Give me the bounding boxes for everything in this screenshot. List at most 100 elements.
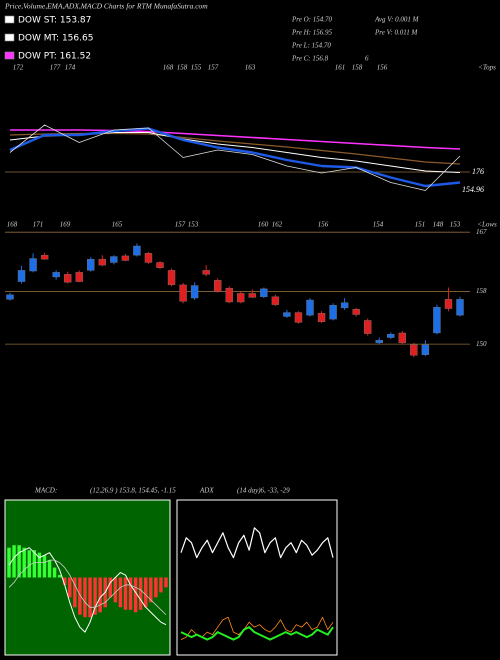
low-label: 156 (318, 221, 329, 229)
histogram-bar (133, 577, 138, 613)
histogram-bar (154, 577, 158, 598)
y-tick-label: 167 (476, 228, 487, 236)
candle-body (167, 270, 176, 286)
histogram-bar (138, 577, 143, 610)
low-label: 148 (433, 221, 444, 229)
candle-body (98, 258, 107, 266)
top-label: 161 (335, 64, 346, 72)
annotation: 154.96 (462, 185, 484, 194)
histogram-bar (118, 577, 123, 608)
low-label: 160 (258, 221, 269, 229)
candle-body (352, 309, 360, 315)
macd-subtitle: (12,26,9 ) 153.8, 154.45, -1.15 (90, 487, 176, 495)
series-line (10, 129, 461, 150)
candle-body (87, 258, 95, 271)
legend-swatch (4, 15, 15, 24)
candle-body (144, 253, 153, 263)
candle-body (6, 294, 14, 300)
candle-body (456, 299, 464, 316)
candle-body (248, 293, 257, 298)
adx-subtitle: (14 day)6, -33, -29 (237, 487, 290, 495)
series-line (9, 127, 461, 188)
info-text: Avg V: 0.001 M (374, 16, 420, 24)
candle-body (63, 274, 72, 283)
histogram-bar (93, 577, 97, 615)
histogram-bar (27, 550, 31, 578)
top-label: 163 (245, 64, 256, 72)
info-text: Pre C: 156.8 (291, 55, 329, 63)
legend-label: DOW PT: 161.52 (18, 52, 91, 62)
info-text: Pre L: 154.70 (291, 42, 331, 50)
candle-body (398, 332, 407, 344)
legend: DOW ST: 153.87 DOW MT: 156.65 DOW PT: 16… (4, 15, 93, 62)
top-label: 157 (208, 64, 219, 72)
histogram-bar (42, 555, 47, 578)
series-line (9, 124, 461, 191)
histogram-bar (47, 560, 52, 578)
candle-body (340, 302, 349, 309)
histogram-bar (88, 577, 92, 618)
candle-body (421, 344, 430, 355)
histogram-bar (37, 552, 42, 578)
top-label: 174 (65, 64, 76, 72)
macd-title: MACD: (34, 487, 57, 495)
candle-body (375, 340, 383, 344)
candle-body (271, 296, 280, 305)
low-label: 154 (373, 221, 384, 229)
info-text: Pre O: 154.70 (291, 16, 332, 24)
candle-body (202, 270, 210, 275)
candle-body (329, 305, 337, 320)
candle-body (133, 245, 141, 256)
histogram-bar (164, 577, 168, 588)
top-label: 168 (163, 64, 174, 72)
low-label: 157 (175, 221, 186, 229)
legend-label: DOW MT: 156.65 (18, 34, 93, 44)
histogram-bar (57, 575, 62, 578)
candle-body (433, 307, 441, 334)
candle-body (75, 272, 83, 282)
legend-label: DOW ST: 153.87 (18, 16, 91, 26)
candle-body (387, 334, 395, 338)
histogram-bar (123, 577, 128, 610)
top-label: 158 (352, 64, 363, 72)
candle-body (283, 312, 291, 317)
histogram-bar (128, 577, 133, 610)
histogram-bar (7, 547, 11, 578)
low-label: 169 (60, 221, 71, 229)
histogram-bar (159, 577, 163, 593)
candle-body (213, 280, 222, 292)
low-label: 151 (415, 221, 426, 229)
low-label: <Lows (477, 221, 497, 229)
candle-body (17, 270, 26, 282)
info: Pre O: 154.70 Avg V: 0.001 M Pre H: 156.… (291, 16, 420, 63)
candle-body (40, 255, 49, 260)
histogram-bar (78, 577, 82, 615)
histogram-bar (108, 577, 113, 598)
candle-body (260, 288, 268, 297)
histogram-bar (68, 577, 72, 598)
histogram-bar (98, 577, 102, 613)
histogram-bar (73, 577, 77, 608)
candle-body (190, 285, 199, 299)
info-text: Pre H: 156.95 (291, 29, 332, 37)
candle-body (237, 293, 245, 303)
info-text: 6 (365, 55, 369, 63)
top-label: 177 (50, 64, 61, 72)
series-line (8, 547, 167, 633)
histogram-bar (144, 577, 148, 608)
candle-body (156, 262, 164, 268)
candle-body (121, 255, 130, 261)
adx-panel (176, 499, 338, 656)
y-tick-label: 158 (476, 287, 487, 295)
series-line (8, 559, 167, 616)
candle-body (225, 287, 233, 303)
annotation: 176 (472, 167, 484, 176)
top-label: 158 (177, 64, 188, 72)
top-label: <Tops (478, 64, 496, 72)
candle-body (410, 344, 418, 356)
legend-swatch (4, 33, 15, 42)
low-label: 153 (450, 221, 461, 229)
histogram-bar (32, 550, 37, 578)
page-title: Price,Volume,EMA,ADX,MACD Charts for RTM… (4, 2, 208, 11)
candle-body (110, 256, 118, 263)
